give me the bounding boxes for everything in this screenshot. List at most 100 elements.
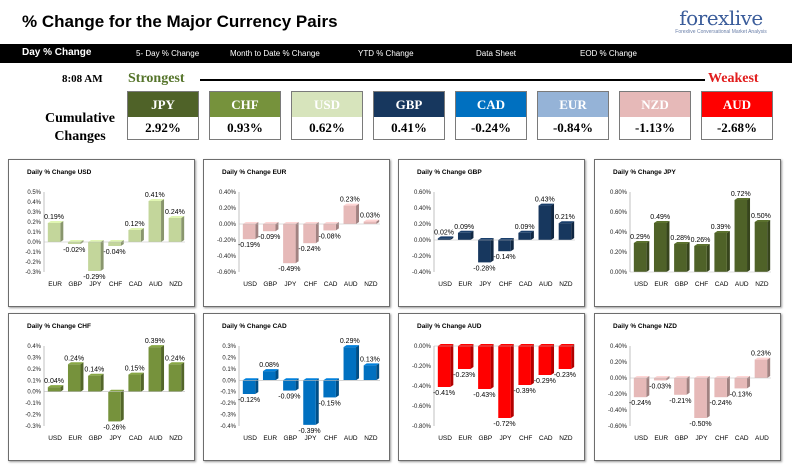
bar-side — [161, 345, 165, 392]
bar-side — [646, 376, 650, 398]
bar-top — [323, 378, 339, 381]
x-tick-label: CAD — [129, 435, 143, 442]
chart-panel-gbp: Daily % Change GBP 0.60% 0.40% 0.20% 0.00% -0… — [398, 159, 585, 307]
bar-face — [674, 244, 687, 272]
data-label: -0.28% — [473, 265, 495, 272]
y-tick-label: 0.3% — [27, 210, 41, 216]
tab-month-to-date-change[interactable]: Month to Date % Change — [230, 49, 320, 58]
tab-data-sheet[interactable]: Data Sheet — [476, 49, 517, 58]
bar-side — [356, 203, 360, 224]
data-label: -0.04% — [103, 249, 125, 256]
data-label: 0.29% — [340, 338, 360, 345]
tab-5-day-change[interactable]: 5- Day % Change — [136, 49, 200, 58]
data-label: -0.23% — [554, 372, 576, 379]
cumulative-changes-label: Cumulative Changes — [40, 110, 120, 146]
currency-name: NZD — [620, 92, 690, 117]
bar-top — [303, 378, 319, 381]
x-tick-label: EUR — [458, 281, 472, 288]
bar-top — [754, 357, 771, 360]
y-tick-label: 0.1% — [27, 378, 41, 384]
data-label: 0.02% — [434, 229, 454, 236]
data-label: 0.04% — [44, 378, 64, 385]
y-tick-label: 0.2% — [27, 220, 41, 226]
bar-side — [470, 344, 474, 369]
tab-eod-change[interactable]: EOD % Change — [580, 49, 637, 58]
data-label: 0.09% — [454, 224, 474, 231]
y-tick-label: 0.0% — [222, 378, 236, 384]
tab-ytd-change[interactable]: YTD % Change — [358, 49, 414, 58]
logo-sub: Forexlive Conversational Market Analysis — [675, 29, 767, 35]
y-tick-label: 0.3% — [27, 355, 41, 361]
bar-nzd — [168, 362, 185, 392]
tab-day-change[interactable]: Day % Change — [22, 47, 92, 58]
x-tick-label: CAD — [539, 435, 553, 442]
bar-aud — [343, 345, 360, 381]
y-tick-label: -0.40% — [608, 408, 628, 414]
bar-side — [767, 220, 771, 272]
chart-panel-usd: Daily % Change USD 0.5% 0.4% 0.3% 0.2% 0.1% 0.… — [8, 159, 195, 307]
data-label: 0.23% — [340, 197, 360, 204]
bar-top — [168, 216, 185, 218]
x-tick-label: EUR — [48, 281, 62, 288]
currency-value: 2.92% — [128, 117, 198, 139]
data-label: 0.03% — [360, 213, 380, 220]
x-tick-label: JPY — [110, 435, 123, 442]
bar-top — [518, 344, 534, 346]
y-tick-label: 0.20% — [610, 250, 628, 256]
bar-face — [437, 238, 451, 240]
bar-chf — [108, 240, 124, 246]
x-tick-label: AUD — [344, 435, 358, 442]
data-label: -0.39% — [514, 388, 536, 395]
bar-face — [518, 346, 531, 385]
x-tick-label: CHF — [519, 435, 532, 442]
x-tick-label: EUR — [263, 435, 277, 442]
bar-face — [437, 346, 451, 387]
bar-face — [343, 205, 357, 224]
x-tick-label: NZD — [169, 435, 183, 442]
bar-face — [694, 378, 707, 418]
bar-aud — [754, 357, 771, 378]
forexlive-logo[interactable]: forexlive Forexlive Conversational Marke… — [672, 8, 770, 40]
y-tick-label: 0.4% — [27, 344, 41, 350]
y-tick-label: 0.2% — [222, 355, 236, 361]
currency-name: AUD — [702, 92, 772, 117]
chart-svg: Daily % Change CHF 0.4% 0.3% 0.2% 0.1% 0.0% -0… — [25, 323, 185, 442]
bar-face — [498, 346, 511, 418]
bar-side — [646, 241, 650, 272]
bar-face — [653, 223, 667, 272]
data-label: 0.28% — [670, 235, 690, 242]
bar-side — [551, 203, 555, 240]
bar-side — [356, 345, 360, 381]
bar-face — [633, 378, 647, 398]
bar-side — [666, 221, 670, 272]
bar-face — [88, 375, 101, 392]
bar-top — [262, 222, 279, 224]
y-tick-label: -0.2% — [25, 413, 41, 419]
data-label: 0.24% — [64, 355, 84, 362]
bar-top — [108, 389, 124, 392]
bar-side — [551, 344, 555, 375]
x-tick-label: NZD — [364, 281, 378, 288]
x-tick-label: GBP — [283, 435, 297, 442]
bar-face — [108, 242, 121, 246]
data-label: -0.14% — [493, 254, 515, 261]
bar-top — [633, 241, 650, 243]
y-tick-label: 0.0% — [27, 240, 41, 246]
bar-top — [457, 230, 474, 233]
y-tick-label: -0.20% — [217, 238, 237, 244]
x-tick-label: CAD — [129, 281, 143, 288]
chart-panel-eur: Daily % Change EUR 0.40% 0.20% 0.00% -0.20% -… — [203, 159, 390, 307]
x-tick-label: JPY — [479, 281, 492, 288]
bar-eur — [67, 362, 84, 392]
bar-side — [315, 222, 319, 244]
bar-face — [538, 205, 552, 240]
chart-panel-aud: Daily % Change AUD 0.00% -0.20% -0.40% -0.60… — [398, 313, 585, 461]
bar-face — [518, 232, 531, 240]
bar-jpy — [694, 376, 710, 418]
bar-chf — [714, 376, 730, 398]
currency-card-chf: CHF 0.93% — [209, 91, 281, 140]
data-label: -0.02% — [63, 247, 85, 254]
x-tick-label: JPY — [284, 281, 297, 288]
data-label: 0.72% — [731, 191, 751, 198]
x-tick-label: USD — [243, 281, 257, 288]
